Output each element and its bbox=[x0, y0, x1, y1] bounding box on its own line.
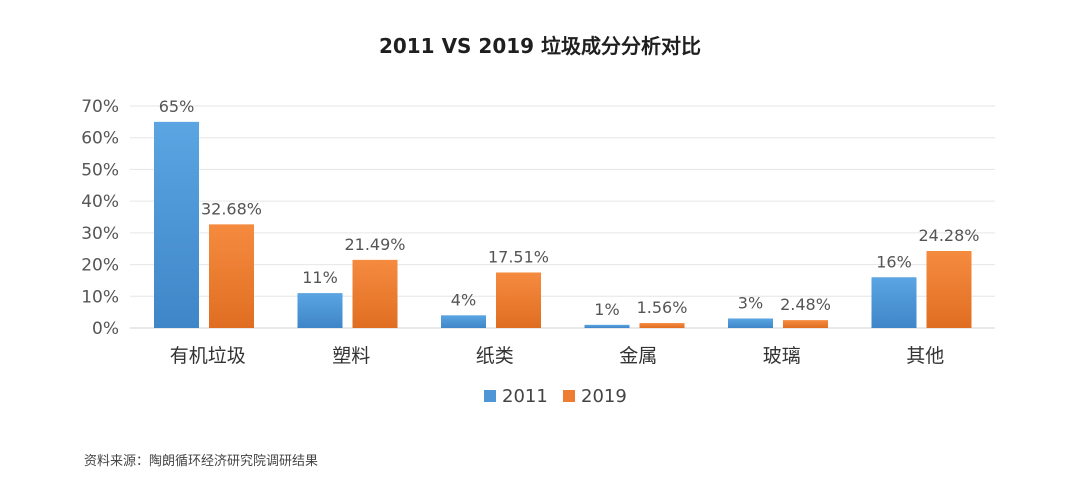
bar-2019-0 bbox=[209, 224, 254, 328]
y-axis-ticks: 0% 10% 20% 30% 40% 50% 60% 70% bbox=[81, 97, 119, 339]
bar-2011-2 bbox=[441, 315, 486, 328]
y-tick-label: 30% bbox=[81, 224, 119, 244]
data-label: 3% bbox=[738, 293, 763, 312]
bar-2019-4 bbox=[783, 320, 828, 328]
x-axis-categories: 有机垃圾 塑料 纸类 金属 玻璃 其他 bbox=[170, 345, 945, 367]
y-tick-label: 70% bbox=[81, 97, 119, 117]
category-label: 其他 bbox=[906, 345, 944, 367]
data-label: 4% bbox=[451, 290, 476, 309]
legend-label: 2019 bbox=[581, 386, 627, 407]
data-label: 65% bbox=[159, 97, 195, 116]
bar-2011-1 bbox=[297, 293, 343, 328]
category-label: 有机垃圾 bbox=[170, 345, 246, 367]
y-tick-label: 40% bbox=[81, 192, 119, 212]
category-label: 纸类 bbox=[476, 345, 514, 367]
data-label: 24.28% bbox=[918, 226, 979, 245]
bar-2011-5 bbox=[871, 277, 917, 328]
y-tick-label: 0% bbox=[92, 319, 119, 339]
y-tick-label: 60% bbox=[81, 129, 119, 149]
category-label: 塑料 bbox=[332, 345, 370, 367]
legend-label: 2011 bbox=[502, 386, 548, 407]
category-label: 玻璃 bbox=[763, 345, 801, 367]
category-label: 金属 bbox=[619, 345, 657, 367]
bar-2019-3 bbox=[639, 323, 685, 328]
data-label: 1.56% bbox=[637, 298, 688, 317]
bar-2011-4 bbox=[728, 318, 773, 328]
legend-swatch-2019 bbox=[563, 390, 575, 402]
data-label: 21.49% bbox=[344, 235, 405, 254]
bar-2011-3 bbox=[584, 324, 630, 328]
source-note: 资料来源：陶朗循环经济研究院调研结果 bbox=[84, 454, 319, 469]
data-label: 11% bbox=[302, 268, 338, 287]
bar-2019-2 bbox=[496, 272, 541, 328]
y-tick-label: 10% bbox=[81, 287, 119, 307]
bar-2011-0 bbox=[154, 121, 199, 328]
data-label: 2.48% bbox=[780, 295, 831, 314]
bars bbox=[154, 121, 972, 328]
y-tick-label: 20% bbox=[81, 256, 119, 276]
data-labels: 65% 32.68% 11% 21.49% 4% 17.51% 1% 1.56% 3% 2.48%… bbox=[159, 97, 980, 319]
legend: 2011 2019 bbox=[484, 386, 627, 407]
data-label: 16% bbox=[876, 252, 912, 271]
bar-2019-1 bbox=[352, 259, 398, 328]
legend-swatch-2011 bbox=[484, 390, 496, 402]
gridlines bbox=[130, 105, 995, 329]
data-label: 1% bbox=[594, 300, 619, 319]
bar-2019-5 bbox=[926, 250, 972, 328]
y-tick-label: 50% bbox=[81, 160, 119, 180]
data-label: 17.51% bbox=[488, 247, 549, 266]
data-label: 32.68% bbox=[201, 199, 262, 218]
chart-title: 2011 VS 2019 垃圾成分分析对比 bbox=[379, 34, 701, 58]
